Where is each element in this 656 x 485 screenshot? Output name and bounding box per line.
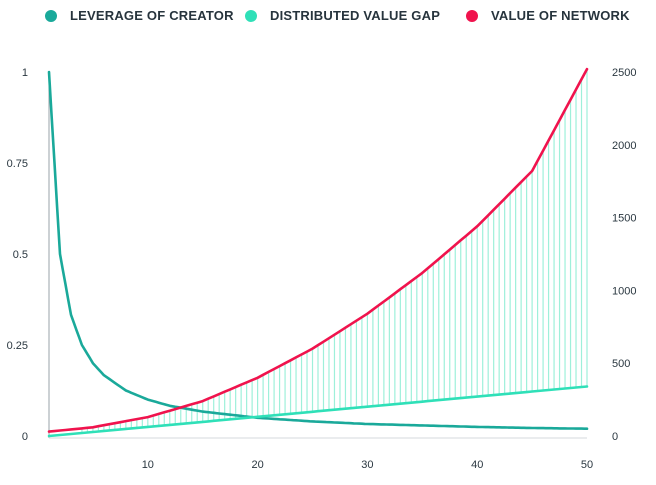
chart-legend: LEVERAGE OF CREATOR DISTRIBUTED VALUE GA…: [0, 0, 656, 34]
legend-dot-icon: [45, 9, 57, 22]
y-right-tick-label: 2500: [612, 67, 636, 79]
legend-label: VALUE OF NETWORK: [491, 8, 630, 23]
x-tick-label: 30: [361, 459, 373, 471]
series-line-value-of-network: [47, 67, 589, 433]
y-right-tick-label: 500: [612, 358, 630, 370]
legend-item-network-value: VALUE OF NETWORK: [466, 8, 630, 23]
legend-item-leverage: LEVERAGE OF CREATOR: [45, 8, 234, 23]
chart-series: [47, 67, 589, 438]
legend-label: LEVERAGE OF CREATOR: [70, 8, 234, 23]
x-tick-label: 50: [581, 459, 593, 471]
y-left-tick-label: 0: [22, 431, 28, 443]
y-right-tick-label: 1000: [612, 285, 636, 297]
x-tick-label: 10: [142, 459, 154, 471]
x-tick-label: 40: [471, 459, 483, 471]
y-left-tick-label: 0.75: [7, 158, 28, 170]
x-tick-label: 20: [251, 459, 263, 471]
legend-label: DISTRIBUTED VALUE GAP: [270, 8, 441, 23]
chart-axes: [48, 72, 587, 439]
series-line-distributed-value-gap: [47, 385, 589, 438]
y-right-tick-label: 1500: [612, 213, 636, 225]
value-gap-hatch: [81, 69, 588, 433]
legend-dot-icon: [466, 9, 478, 22]
y-right-tick-label: 2000: [612, 140, 636, 152]
y-left-tick-label: 0.5: [13, 249, 28, 261]
y-right-tick-label: 0: [612, 431, 618, 443]
series-line-leverage-of-creator: [47, 70, 589, 430]
y-left-tick-label: 0.25: [7, 340, 28, 352]
y-left-tick-label: 1: [22, 67, 28, 79]
legend-item-distributed-gap: DISTRIBUTED VALUE GAP: [245, 8, 440, 23]
legend-dot-icon: [245, 9, 257, 22]
